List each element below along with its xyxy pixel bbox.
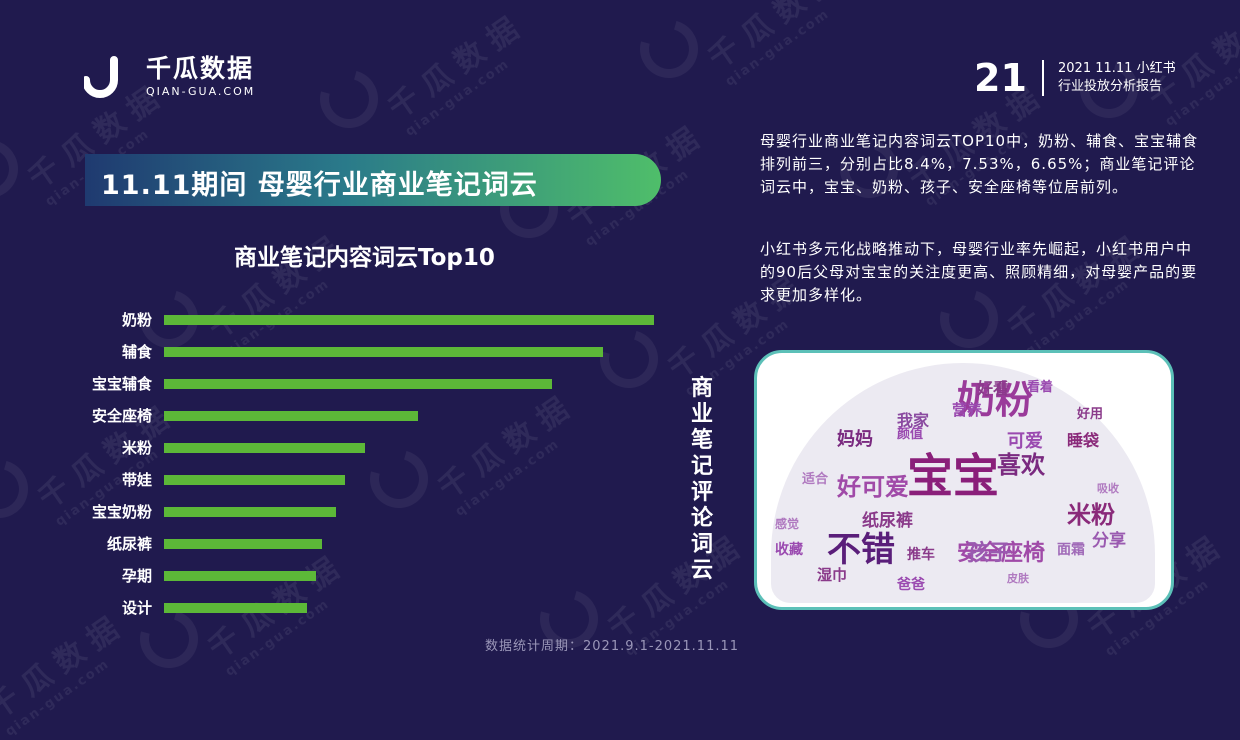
bar [164,539,322,549]
bar [164,411,418,421]
watermark-text-cn: 千瓜数据 [0,606,134,727]
bar [164,571,316,581]
cloud-word: 适合 [802,472,829,487]
watermark-logo-icon [309,59,389,139]
watermark-text-en: qian-gua.com [452,436,563,520]
bar-label: 安全座椅 [91,407,152,425]
watermark-logo-icon [359,439,439,519]
qiangua-logo-icon [82,52,132,100]
header-divider [1042,60,1044,96]
cloud-word: 分享 [1092,531,1126,551]
watermark-logo-icon [0,129,29,209]
word-cloud: 宝宝 奶粉不错 好可爱 喜欢 米粉 安全座椅 孩子 妈妈纸尿裤 可爱 睡袋 好看营养我家分享 面霜湿巾… [754,350,1174,610]
cloud-word: 纸尿裤 [862,511,913,531]
bar-label: 孕期 [121,567,152,585]
cloud-word: 我家 [897,411,930,430]
bar-label: 纸尿裤 [106,535,152,553]
watermark-text-cn: 千瓜数据 [702,0,854,77]
cloud-word: 不错 [827,530,895,570]
bar-label: 宝宝奶粉 [91,503,152,521]
watermark-logo-icon [589,319,669,399]
watermark-text-en: qian-gua.com [722,6,833,90]
cloud-word: 妈妈 [837,429,873,450]
cloud-word: 好看 [977,379,1010,398]
cloud-word: 推车 [907,547,935,563]
cloud-word: 好可爱 [837,473,909,501]
cloud-word: 湿巾 [817,566,848,584]
brand-name-cn: 千瓜数据 [146,53,255,83]
page-number: 21 [974,56,1027,100]
cloud-word: 颜值 [897,427,924,442]
watermark-text-cn: 千瓜数据 [382,6,534,127]
cloud-word: 看着 [1027,380,1054,395]
watermark-logo-icon [629,9,709,89]
cloud-word: 爸爸 [897,577,925,593]
bar [164,507,336,517]
cloud-title: 商业笔记评论词云 [690,376,713,583]
report-title: 2021 11.11 小红书 行业投放分析报告 [1058,60,1176,96]
chart-title: 商业笔记内容词云Top10 [234,245,495,271]
cloud-word: 米粉 [1067,501,1115,529]
data-period-footer: 数据统计周期：2021.9.1-2021.11.11 [485,639,740,654]
cloud-word: 营养 [952,401,983,419]
bar-label: 辅食 [121,343,152,361]
bar-label: 带娃 [121,471,152,489]
bar-label: 宝宝辅食 [91,375,152,393]
brand-name-en: QIAN-GUA.COM [146,84,256,98]
bar-label: 设计 [121,599,152,617]
bar-label: 米粉 [121,439,152,457]
bar [164,347,603,357]
cloud-word: 吸收 [1097,482,1119,495]
watermark-text-cn: 千瓜数据 [1142,0,1240,117]
description-paragraph-1: 母婴行业商业笔记内容词云TOP10中，奶粉、辅食、宝宝辅食排列前三，分别占比8.… [760,132,1199,196]
description-paragraph-2: 小红书多元化战略推动下，母婴行业率先崛起，小红书用户中的90后父母对宝宝的关注度… [760,240,1198,304]
bar-label: 奶粉 [121,311,152,329]
cloud-word: 睡袋 [1067,431,1100,450]
bar [164,379,552,389]
watermark-text-en: qian-gua.com [222,596,333,680]
cloud-word: 可爱 [1007,431,1043,452]
cloud-word: 收藏 [775,542,803,558]
section-title: 11.11期间 母婴行业商业笔记词云 [101,170,538,201]
report-title-line2: 行业投放分析报告 [1058,79,1163,94]
bar [164,475,345,485]
cloud-word: 孩子 [967,541,1012,566]
cloud-word: 皮肤 [1007,572,1029,585]
watermark-text-cn: 千瓜数据 [432,386,584,507]
watermark-text-en: qian-gua.com [2,656,113,740]
watermark-text-en: qian-gua.com [402,56,513,140]
cloud-word: 喜欢 [997,451,1045,479]
cloud-word: 面霜 [1057,542,1085,558]
bar [164,443,365,453]
cloud-word: 感觉 [775,517,800,531]
brand-logo: 千瓜数据 QIAN-GUA.COM [82,52,256,100]
cloud-word: 安全座椅 [957,541,1046,566]
report-title-line1: 2021 11.11 小红书 [1058,61,1176,76]
watermark-text-cn: 千瓜数据 [602,526,754,647]
bar [164,603,307,613]
bar [164,315,654,325]
cloud-word: 奶粉 [957,378,1034,422]
cloud-word: 好用 [1077,407,1104,422]
cloud-word: 宝宝 [907,449,999,503]
section-title-banner: 11.11期间 母婴行业商业笔记词云 [85,154,661,206]
